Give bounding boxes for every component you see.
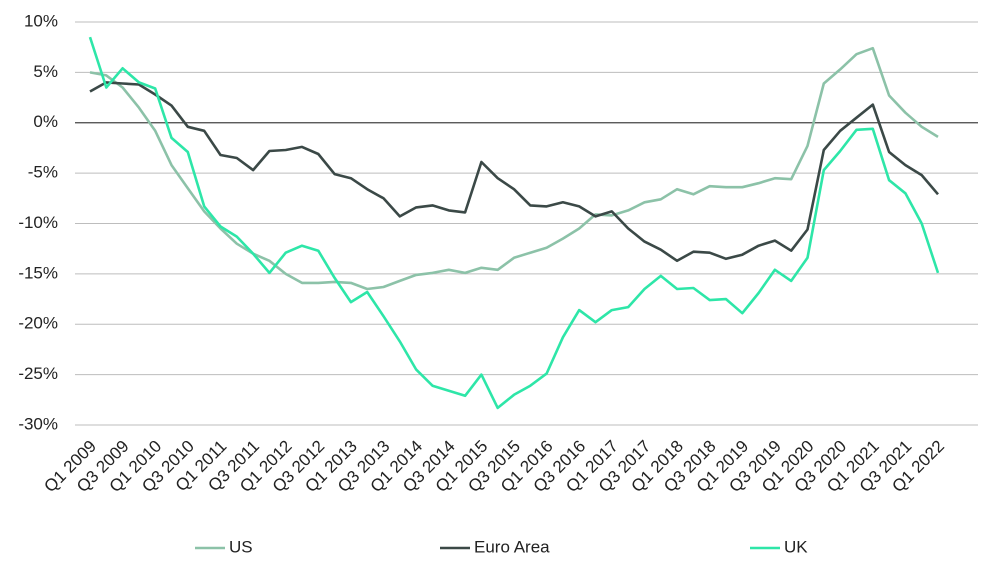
y-tick-label: -5%	[28, 163, 58, 182]
y-tick-label: 0%	[33, 112, 58, 131]
series-line	[89, 81, 939, 263]
y-tick-label: -15%	[18, 263, 58, 282]
legend-label: Euro Area	[474, 537, 550, 556]
y-tick-label: -20%	[18, 314, 58, 333]
series-line	[89, 46, 939, 291]
y-tick-label: -25%	[18, 364, 58, 383]
y-tick-label: -30%	[18, 414, 58, 433]
y-tick-label: -10%	[18, 213, 58, 232]
legend-label: US	[229, 537, 253, 556]
y-tick-label: 10%	[24, 11, 58, 30]
y-tick-label: 5%	[33, 62, 58, 81]
legend-label: UK	[784, 537, 808, 556]
series-line	[88, 36, 940, 410]
